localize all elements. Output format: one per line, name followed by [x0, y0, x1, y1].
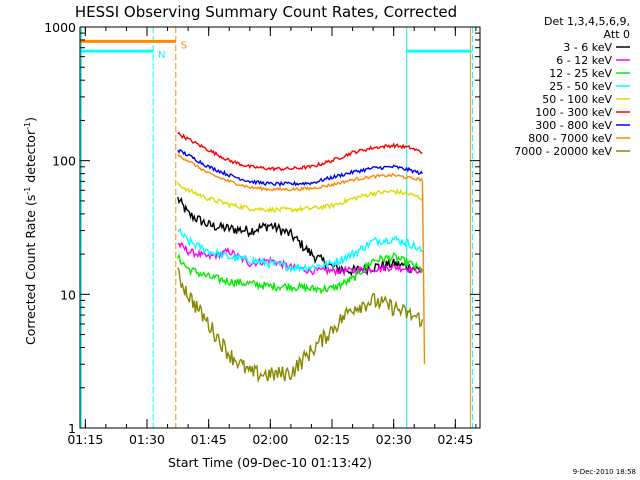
x-tick-label: 01:45: [191, 432, 227, 447]
legend-label-100-300-kev: 100 - 300 keV: [535, 106, 612, 119]
y-tick-label: 1: [68, 421, 76, 436]
x-tick-label: 01:30: [129, 432, 165, 447]
y-tick-label: 10: [60, 287, 76, 302]
series-line-50-100-kev: [177, 181, 423, 214]
x-tick-label: 02:15: [314, 432, 350, 447]
y-tick-label: 1000: [44, 20, 76, 35]
legend-label-25-50-kev: 25 - 50 keV: [549, 80, 612, 93]
legend-label-7000-20000-kev: 7000 - 20000 keV: [514, 145, 612, 158]
flag-label-n: N: [158, 50, 165, 61]
y-tick-label: 100: [52, 154, 76, 169]
y-axis-label: Corrected Count Rate (s-1 detector-1): [23, 117, 38, 345]
series-line-300-800-kev: [177, 149, 423, 188]
flag-label-s: S: [181, 40, 187, 51]
plot-frame: [79, 26, 481, 429]
legend-label-800-7000-kev: 800 - 7000 keV: [528, 132, 612, 145]
legend-label-3-6-kev: 3 - 6 keV: [563, 41, 612, 54]
series-line-25-50-kev: [177, 228, 423, 274]
plot-area: SN: [80, 27, 473, 428]
x-tick-label: 01:15: [67, 432, 103, 447]
legend-label-12-25-kev: 12 - 25 keV: [549, 67, 612, 80]
series-line-12-25-kev: [177, 251, 423, 295]
x-tick-label: 02:30: [376, 432, 412, 447]
x-tick-label: 02:00: [252, 432, 288, 447]
x-axis-label: Start Time (09-Dec-10 01:13:42): [168, 455, 372, 470]
legend-title-attenuator: Att 0: [604, 28, 630, 41]
timestamp: 9-Dec-2010 18:58: [573, 468, 636, 476]
chart-title: HESSI Observing Summary Count Rates, Cor…: [75, 3, 457, 21]
series-line-100-300-kev: [177, 131, 423, 172]
legend-title-detectors: Det 1,3,4,5,6,9,: [544, 15, 630, 28]
legend-label-6-12-kev: 6 - 12 keV: [556, 54, 612, 67]
series-line-7000-20000-kev: [177, 267, 424, 383]
legend-label-50-100-kev: 50 - 100 keV: [542, 93, 612, 106]
axes: 01:15 01:30 01:45 02:00 02:15 02:30 02:45 1 10 10…: [44, 20, 481, 447]
series-line-3-6-kev: [177, 196, 423, 277]
series-line-800-7000-kev: [177, 154, 426, 365]
x-tick-label: 02:45: [437, 432, 473, 447]
legend-label-300-800-kev: 300 - 800 keV: [535, 119, 612, 132]
